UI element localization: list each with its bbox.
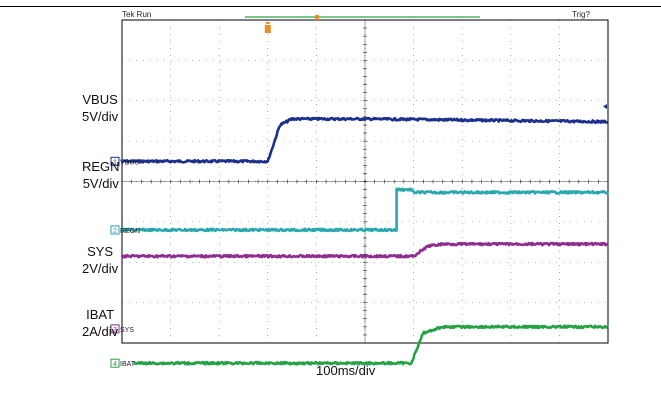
trigger-markers xyxy=(264,15,319,33)
regn-label: REGN 5V/div xyxy=(82,158,120,192)
channel-1-marker xyxy=(110,156,120,166)
vbus-name: VBUS xyxy=(82,92,118,107)
sys-label: SYS 2V/div xyxy=(82,243,118,277)
channel-2-marker xyxy=(110,225,120,235)
channel-2-name: REGN xyxy=(120,228,140,235)
vbus-label: VBUS 5V/div xyxy=(82,91,118,125)
header-right-text: Trig? xyxy=(572,10,590,19)
graticule xyxy=(121,19,609,344)
traces xyxy=(122,118,608,364)
vbus-scale: 5V/div xyxy=(82,109,119,124)
channel-3-number: 3 xyxy=(113,327,117,334)
channel-2-number: 2 xyxy=(113,228,117,235)
channel-4-name: IBAT xyxy=(120,361,136,368)
trace-regn xyxy=(122,189,608,231)
regn-name: REGN xyxy=(82,159,120,174)
ibat-name: IBAT xyxy=(86,307,115,322)
channel-4-number: 4 xyxy=(113,361,117,368)
trigger-position-marker xyxy=(264,25,271,33)
timebase-label: 100ms/div xyxy=(316,363,376,378)
trace-ibat xyxy=(122,326,608,365)
channel-3-marker xyxy=(110,324,120,334)
offset-arrow-icon xyxy=(603,104,607,109)
trace-sys xyxy=(122,243,608,257)
regn-scale: 5V/div xyxy=(82,176,119,191)
channel-3-name: SYS xyxy=(120,327,134,334)
ibat-label: IBAT 2A/div xyxy=(82,306,118,340)
channel-1-name: VBUS xyxy=(120,159,139,166)
channel-markers: 1 VBUS 2 REGN 3 SYS 4 IBAT xyxy=(110,104,607,368)
trigger-window-marker xyxy=(315,15,319,20)
ibat-scale: 2A/div xyxy=(82,324,119,339)
trigger-marker-top xyxy=(265,22,270,24)
sys-name: SYS xyxy=(87,244,114,259)
top-rule xyxy=(0,6,661,7)
sys-scale: 2V/div xyxy=(82,261,119,276)
channel-1-number: 1 xyxy=(113,159,117,166)
trace-vbus xyxy=(122,118,608,162)
channel-4-marker xyxy=(110,358,120,368)
header-left-text: Tek Run xyxy=(122,10,151,19)
